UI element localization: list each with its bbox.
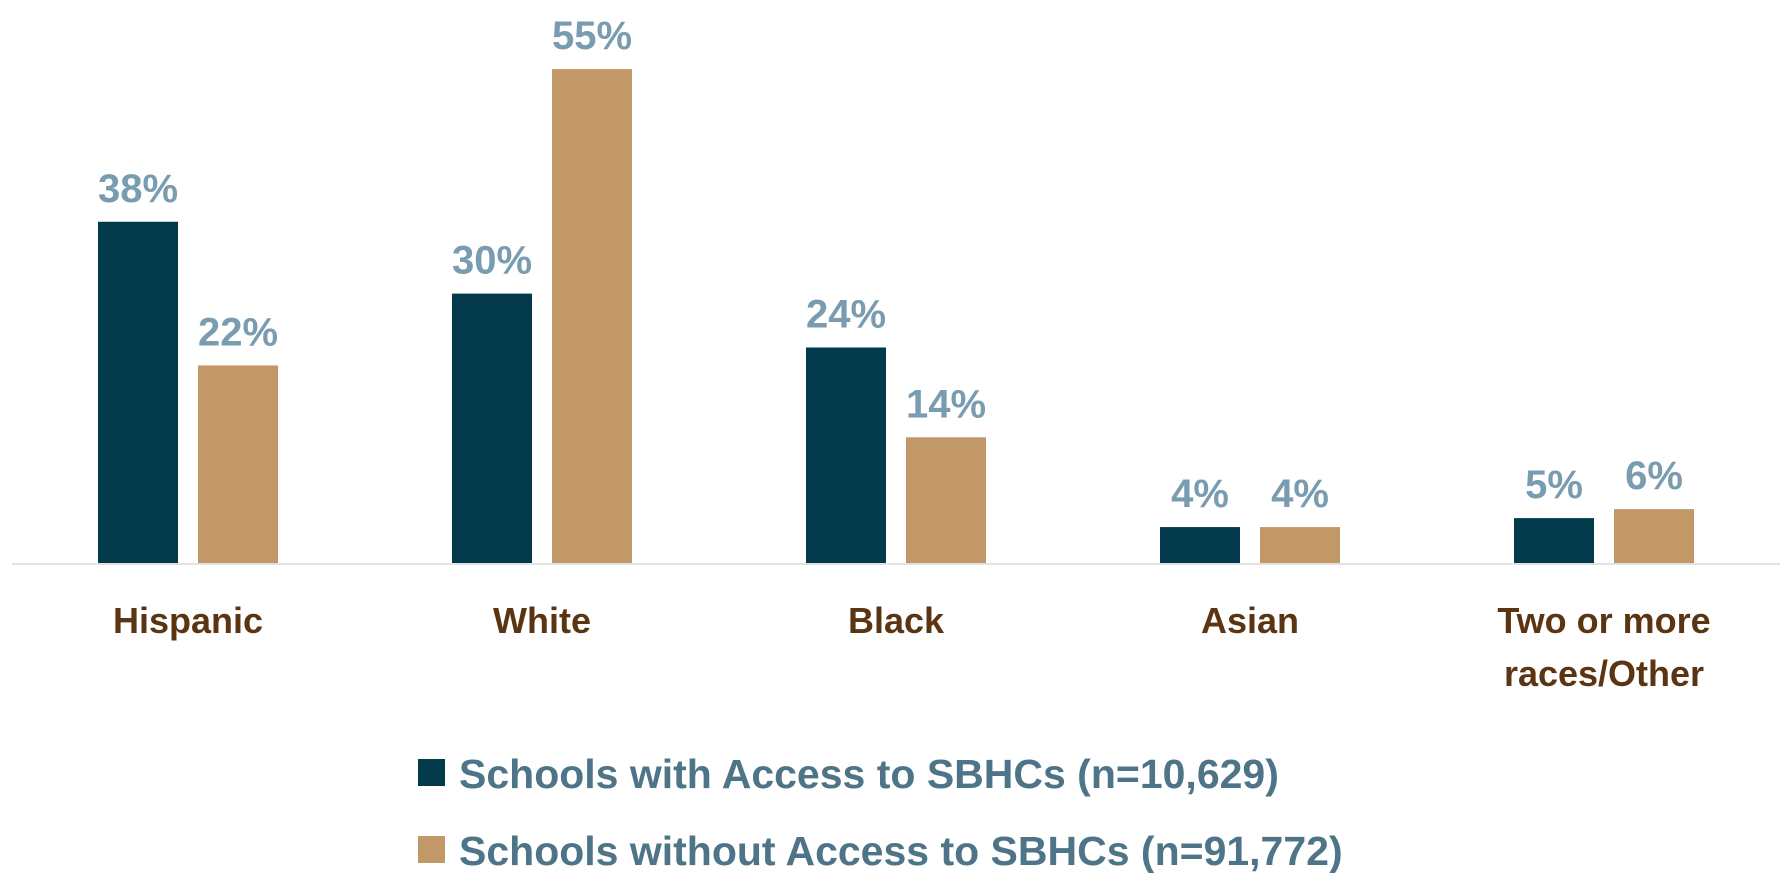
data-label-hispanic-with-access: 38% xyxy=(98,167,178,211)
bar-asian-with-access xyxy=(1160,527,1240,563)
data-label-asian-without-access: 4% xyxy=(1271,472,1329,516)
legend-swatch-with-access xyxy=(418,759,445,786)
data-labels-layer: 38% 22% 30% 55% 24% 14% 4% 4% 5% 6% xyxy=(98,14,1683,516)
category-label-white: White xyxy=(493,600,591,641)
bar-black-without-access xyxy=(906,437,986,563)
bar-white-with-access xyxy=(452,293,532,563)
legend-swatch-without-access xyxy=(418,836,445,863)
bar-white-without-access xyxy=(552,69,632,563)
data-label-black-with-access: 24% xyxy=(806,292,886,336)
data-label-two-or-more-races-other-without-access: 6% xyxy=(1625,454,1683,498)
bar-black-with-access xyxy=(806,347,886,563)
data-label-black-without-access: 14% xyxy=(906,382,986,426)
legend: Schools with Access to SBHCs (n=10,629) … xyxy=(418,751,1343,873)
category-label-hispanic: Hispanic xyxy=(113,600,263,641)
bars-layer xyxy=(98,69,1694,563)
data-label-white-with-access: 30% xyxy=(452,239,532,283)
category-label-asian: Asian xyxy=(1201,600,1299,641)
bar-hispanic-without-access xyxy=(198,365,278,563)
legend-label-without-access: Schools without Access to SBHCs (n=91,77… xyxy=(459,828,1343,873)
data-label-asian-with-access: 4% xyxy=(1171,472,1229,516)
data-label-hispanic-without-access: 22% xyxy=(198,310,278,354)
bar-asian-without-access xyxy=(1260,527,1340,563)
data-label-two-or-more-races-other-with-access: 5% xyxy=(1525,463,1583,507)
data-label-white-without-access: 55% xyxy=(552,14,632,58)
bar-hispanic-with-access xyxy=(98,221,178,563)
bar-two-or-more-races-other-with-access xyxy=(1514,518,1594,563)
category-label-two-or-more-races-other: Two or more races/Other xyxy=(1497,600,1710,694)
bar-two-or-more-races-other-without-access xyxy=(1614,509,1694,563)
category-labels-layer: Hispanic White Black Asian Two or more races/… xyxy=(113,600,1711,694)
legend-label-with-access: Schools with Access to SBHCs (n=10,629) xyxy=(459,751,1279,797)
category-label-black: Black xyxy=(848,600,945,641)
